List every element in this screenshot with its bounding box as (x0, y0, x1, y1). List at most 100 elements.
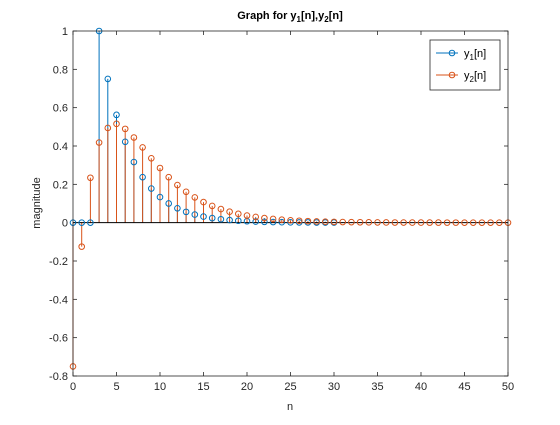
series-1-point (200, 213, 207, 220)
series-1-point (191, 211, 199, 218)
x-tick-label: 15 (197, 381, 209, 393)
y-tick-label: 0.2 (53, 179, 68, 191)
series-2-point (130, 134, 138, 141)
legend-marker-1 (448, 49, 456, 57)
series-2-point (365, 219, 373, 226)
title-mid: [n],y (301, 10, 325, 22)
series-2-point (287, 216, 294, 224)
chart-title: Graph for y1[n],y2[n] (237, 10, 343, 24)
series-2-point (400, 219, 407, 226)
stem-markers (69, 27, 512, 370)
x-tick-label: 50 (502, 381, 514, 393)
series-1-point (148, 185, 155, 192)
x-axis-label: n (287, 401, 293, 413)
series-2-point (208, 202, 216, 210)
series-2-point (217, 205, 225, 213)
series-1-point (104, 75, 112, 83)
title-suffix: [n] (329, 10, 343, 22)
series-2-point (165, 173, 172, 181)
series-2-point (426, 219, 434, 226)
series-2-point (304, 217, 312, 225)
series-2-point (235, 210, 242, 218)
series-2-point (409, 219, 416, 226)
series-2-point (348, 218, 355, 226)
series-1-point (261, 218, 268, 226)
series-2-point (374, 219, 381, 226)
legend-label-2: y2[n] (464, 70, 486, 84)
series-2-point (148, 154, 155, 162)
series-1-point (156, 193, 164, 201)
x-tick-label: 20 (241, 381, 253, 393)
series-2-point (487, 219, 494, 226)
y-tick-label: 0 (62, 218, 68, 230)
series-1-point (130, 158, 138, 166)
y-tick-label: -0.6 (49, 333, 68, 345)
series-2-point (295, 217, 303, 225)
series-2-point (261, 214, 268, 222)
x-tick-label: 40 (415, 381, 427, 393)
series-2-point (113, 120, 120, 128)
series-1-point (235, 217, 242, 225)
series-2-point (139, 144, 146, 151)
series-2-point (469, 219, 477, 226)
series-1-point (165, 200, 172, 207)
series-2-point (121, 125, 129, 133)
legend: y1[n] y2[n] (429, 39, 501, 91)
y-tick-label: 1 (62, 26, 68, 38)
series-2-point (191, 194, 199, 201)
series-2-point (356, 218, 364, 226)
series-2-point (104, 124, 112, 132)
series-2-point (182, 188, 190, 196)
series-1-point (174, 204, 181, 212)
series-2-point (78, 243, 85, 250)
title-prefix: Graph for y (237, 10, 297, 22)
series-2-point (87, 174, 94, 182)
series-2-point (452, 219, 460, 226)
series-2-point (435, 219, 442, 226)
x-tick-label: 0 (70, 381, 76, 393)
series-2-point (243, 212, 251, 219)
series-1-point (121, 138, 129, 146)
y-tick-label: 0.4 (53, 141, 68, 153)
series-2-point (461, 219, 468, 226)
series-2-point (330, 218, 338, 226)
legend-marker-2 (448, 71, 456, 79)
series-1-point (287, 219, 294, 226)
series-2-point (391, 219, 399, 226)
x-tick-label: 25 (284, 381, 296, 393)
x-tick-label: 45 (458, 381, 470, 393)
legend-box (429, 39, 501, 91)
title-sub1: 1 (297, 15, 302, 24)
series-2-point (156, 164, 164, 172)
series-1-point (182, 208, 190, 216)
x-tick-label: 10 (154, 381, 166, 393)
series-2-point (200, 198, 207, 206)
x-tick-label: 35 (371, 381, 383, 393)
series-2-point (252, 213, 259, 221)
series-2-point (443, 219, 451, 226)
series-2-point (313, 218, 320, 225)
series-1-point (252, 218, 259, 225)
series-2-point (322, 218, 329, 225)
series-1-point (269, 218, 277, 226)
axis-ticks: 0 5 10 15 20 25 30 35 40 45 50 -0.8 -0.6 -0.4 -0.2 0 0.2… (49, 26, 514, 393)
series-2-point (278, 216, 286, 223)
y-tick-label: 0.6 (53, 103, 68, 115)
y-tick-label: -0.4 (49, 294, 68, 306)
series-1-point (226, 216, 233, 224)
series-2-point (226, 208, 233, 216)
legend-label-1: y1[n] (464, 48, 486, 62)
title-sub2: 2 (324, 15, 329, 24)
x-tick-label: 30 (328, 381, 340, 393)
y-axis-label: magnitude (31, 177, 43, 228)
series-2-point (382, 219, 390, 226)
series-1-point (208, 214, 216, 222)
x-tick-label: 5 (113, 381, 119, 393)
series-1-point (278, 218, 286, 226)
axes-box (72, 30, 509, 377)
y-tick-label: -0.8 (49, 371, 68, 383)
series-1-point (87, 219, 94, 226)
series-2-point (417, 219, 425, 226)
